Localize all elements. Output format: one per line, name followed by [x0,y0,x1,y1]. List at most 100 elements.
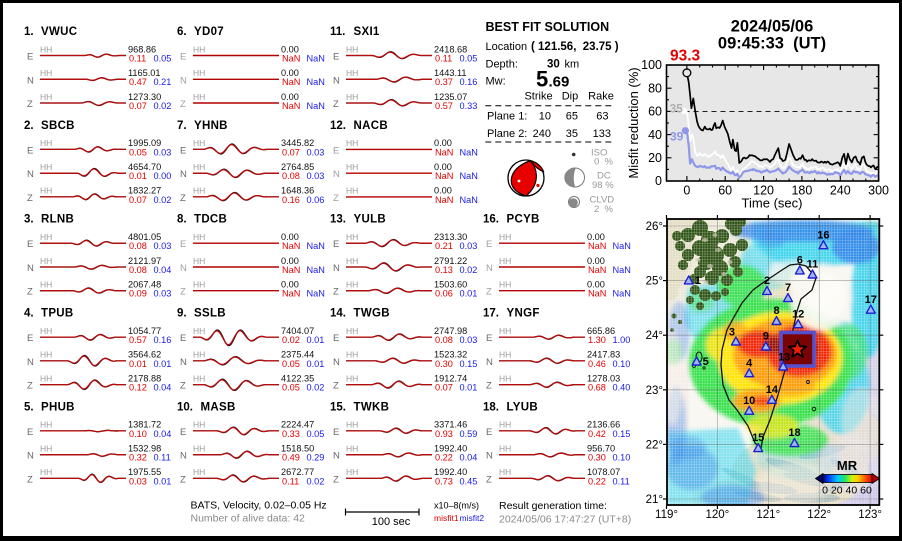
svg-text:HH: HH [193,162,205,172]
svg-text:30: 30 [547,59,560,71]
svg-text:TWKB: TWKB [354,401,390,413]
svg-text:LYUB: LYUB [507,401,538,413]
svg-text:Location: Location [486,41,528,53]
svg-text:6: 6 [797,255,803,267]
svg-text:0.68: 0.68 [588,383,606,393]
svg-text:1235.07: 1235.07 [434,92,467,102]
svg-text:Time (sec): Time (sec) [742,196,803,211]
svg-text:Z: Z [27,381,33,392]
svg-text:0.07: 0.07 [282,147,300,157]
svg-text:N: N [180,451,187,462]
svg-text:0.01: 0.01 [129,171,147,181]
svg-text:10: 10 [743,395,755,407]
svg-text:100 sec: 100 sec [372,516,411,528]
svg-text:HH: HH [193,44,205,54]
svg-text:1992.40: 1992.40 [434,467,467,477]
svg-text:119°: 119° [655,509,678,521]
svg-text:TPUB: TPUB [41,308,74,320]
svg-text:MR: MR [837,458,858,473]
svg-text:0.01: 0.01 [154,359,172,369]
svg-text:4801.05: 4801.05 [128,232,161,242]
svg-text:60: 60 [718,184,732,198]
svg-text:Z: Z [180,474,186,485]
svg-text:0.08: 0.08 [129,241,147,251]
svg-text:HH: HH [193,186,205,196]
svg-text:HH: HH [346,92,358,102]
svg-text:HH: HH [346,44,358,54]
svg-text:E: E [27,239,33,250]
svg-text:HH: HH [193,280,205,290]
svg-text:0.07: 0.07 [129,101,147,111]
svg-text:5.: 5. [24,401,34,413]
svg-text:E: E [180,427,186,438]
svg-text:HH: HH [499,373,511,383]
svg-text:Number of alive data: 42: Number of alive data: 42 [191,513,306,525]
svg-text:HH: HH [40,92,52,102]
svg-text:CLVD: CLVD [590,195,615,206]
svg-text:YD07: YD07 [194,26,224,38]
svg-text:1381.72: 1381.72 [128,420,161,430]
svg-text:HH: HH [193,467,205,477]
svg-text:VWUC: VWUC [41,26,77,38]
svg-text:HH: HH [40,350,52,360]
svg-text:SBCB: SBCB [41,120,75,132]
svg-text:0.02: 0.02 [307,383,325,393]
svg-text:1975.55: 1975.55 [128,467,161,477]
svg-text:HH: HH [346,420,358,430]
svg-text:0.00: 0.00 [281,232,299,242]
svg-text:0.40: 0.40 [613,383,631,393]
svg-text:HH: HH [193,138,205,148]
svg-text:N: N [180,263,187,274]
svg-text:NaN: NaN [460,147,478,157]
svg-text:0.22: 0.22 [435,453,453,463]
svg-text:TWGB: TWGB [354,308,390,320]
svg-text:0.01: 0.01 [129,359,147,369]
svg-text:0.00: 0.00 [281,256,299,266]
svg-text:2417.83: 2417.83 [587,350,620,360]
svg-text:HH: HH [40,68,52,78]
svg-text:1.30: 1.30 [588,335,606,345]
svg-text:NaN: NaN [307,53,325,63]
svg-text:E: E [486,333,492,344]
svg-text:N: N [27,263,34,274]
svg-text:HH: HH [193,444,205,454]
svg-text:0.45: 0.45 [460,476,478,486]
svg-text:E: E [180,52,186,63]
svg-text:HH: HH [40,420,52,430]
svg-text:968.86: 968.86 [128,44,156,54]
svg-text:HH: HH [193,92,205,102]
svg-text:NaN: NaN [460,171,478,181]
svg-text:2224.47: 2224.47 [281,420,314,430]
svg-text:HH: HH [346,256,358,266]
svg-text:HH: HH [499,326,511,336]
svg-text:HH: HH [346,444,358,454]
svg-text:133: 133 [593,128,611,140]
svg-text:2672.77: 2672.77 [281,467,314,477]
svg-text:HH: HH [346,350,358,360]
svg-text:0.02: 0.02 [460,265,478,275]
svg-text:HH: HH [40,280,52,290]
svg-text:2.: 2. [24,120,34,132]
svg-text:N: N [333,169,340,180]
svg-text:0.22: 0.22 [588,476,606,486]
svg-text:Z: Z [180,193,186,204]
svg-text:0.00: 0.00 [434,138,452,148]
svg-text:0.07: 0.07 [435,383,453,393]
svg-text:NaN: NaN [435,195,453,205]
svg-text:120: 120 [753,184,774,198]
svg-text:0.00: 0.00 [154,171,172,181]
svg-text:0.33: 0.33 [282,429,300,439]
svg-text:HH: HH [499,256,511,266]
svg-text:2747.98: 2747.98 [434,326,467,336]
svg-text:10: 10 [539,111,551,123]
svg-text:09:45:33 (UT): 09:45:33 (UT) [718,35,826,53]
svg-text:PCYB: PCYB [507,214,540,226]
svg-text:Strike: Strike [524,91,552,103]
svg-text:N: N [486,357,493,368]
svg-text:YULB: YULB [354,214,387,226]
svg-text:1278.03: 1278.03 [587,373,620,383]
svg-text:HH: HH [193,232,205,242]
svg-text:NaN: NaN [307,289,325,299]
svg-text:HH: HH [346,232,358,242]
svg-text:Z: Z [486,381,492,392]
